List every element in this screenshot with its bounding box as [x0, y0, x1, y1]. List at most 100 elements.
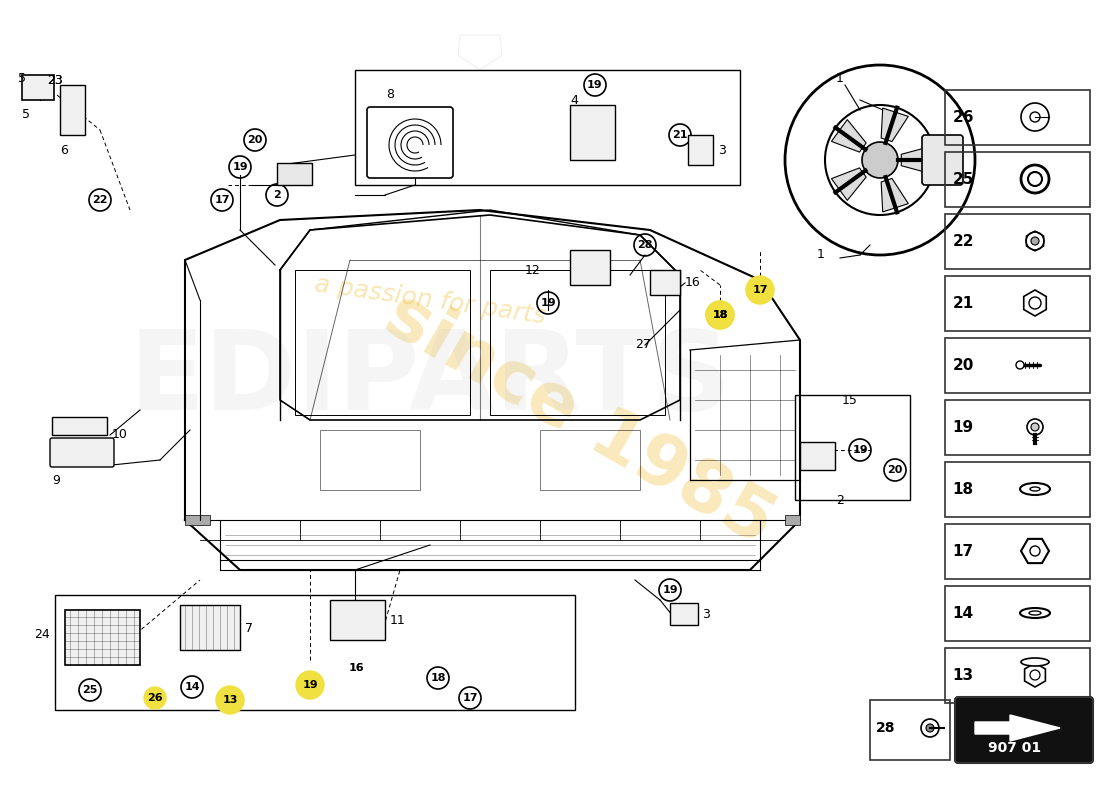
Bar — [55, 595, 575, 710]
Circle shape — [921, 719, 939, 737]
Circle shape — [706, 301, 734, 329]
Bar — [180, 605, 240, 650]
Bar — [870, 700, 950, 760]
Text: 9: 9 — [52, 474, 59, 486]
Circle shape — [926, 724, 934, 732]
Text: 18: 18 — [713, 310, 728, 320]
Text: 14: 14 — [953, 606, 974, 621]
Bar — [945, 338, 1090, 393]
Text: 8: 8 — [386, 89, 394, 102]
Polygon shape — [832, 168, 866, 201]
Text: 1: 1 — [817, 249, 825, 262]
Text: 17: 17 — [752, 285, 768, 295]
Bar — [65, 610, 140, 665]
Text: EDIPARTS: EDIPARTS — [129, 326, 732, 434]
Text: since 1985: since 1985 — [373, 281, 786, 559]
Text: 20: 20 — [248, 135, 263, 145]
Polygon shape — [1024, 663, 1045, 687]
Bar — [670, 603, 698, 625]
Polygon shape — [881, 108, 909, 142]
Text: 17: 17 — [953, 543, 974, 558]
Bar — [945, 462, 1090, 517]
Bar — [570, 105, 615, 160]
Text: 16: 16 — [349, 663, 365, 673]
Text: 23: 23 — [47, 74, 63, 86]
Bar — [945, 90, 1090, 145]
Circle shape — [296, 671, 324, 699]
Polygon shape — [832, 119, 866, 152]
Bar — [185, 515, 210, 525]
Ellipse shape — [1020, 608, 1050, 618]
Text: 18: 18 — [713, 310, 728, 320]
Polygon shape — [881, 178, 909, 212]
Bar — [540, 430, 640, 490]
Text: 14: 14 — [184, 682, 200, 692]
Bar — [320, 430, 420, 490]
Text: 2: 2 — [836, 494, 844, 506]
Circle shape — [1027, 419, 1043, 435]
Bar — [945, 648, 1090, 703]
Text: a passion for parts: a passion for parts — [312, 272, 547, 328]
Text: 13: 13 — [222, 695, 238, 705]
Bar — [295, 270, 470, 415]
Text: 19: 19 — [953, 419, 974, 434]
Text: 18: 18 — [953, 482, 974, 497]
Circle shape — [1031, 237, 1040, 245]
Polygon shape — [901, 146, 931, 174]
Text: 28: 28 — [876, 721, 895, 735]
Text: 19: 19 — [302, 680, 318, 690]
Text: 19: 19 — [587, 80, 603, 90]
Text: 19: 19 — [662, 585, 678, 595]
Text: 5: 5 — [22, 109, 30, 122]
FancyBboxPatch shape — [922, 135, 962, 185]
Text: 18: 18 — [430, 673, 446, 683]
Text: 6: 6 — [60, 143, 68, 157]
Text: 10: 10 — [112, 429, 128, 442]
Polygon shape — [1021, 539, 1049, 563]
Circle shape — [144, 687, 166, 709]
Circle shape — [706, 301, 734, 329]
Text: 19: 19 — [232, 162, 248, 172]
Text: 26: 26 — [147, 693, 163, 703]
Text: 22: 22 — [953, 234, 974, 249]
Circle shape — [1031, 423, 1040, 431]
Text: 3: 3 — [702, 607, 710, 621]
Text: 21: 21 — [672, 130, 688, 140]
Text: 19: 19 — [852, 445, 868, 455]
Bar — [688, 135, 713, 165]
Text: 26: 26 — [953, 110, 974, 125]
Bar — [650, 270, 680, 295]
Bar — [945, 586, 1090, 641]
Bar — [22, 75, 54, 100]
Text: 24: 24 — [34, 629, 50, 642]
Circle shape — [746, 276, 774, 304]
Bar — [330, 600, 385, 640]
Text: 5: 5 — [18, 71, 26, 85]
Bar — [570, 250, 611, 285]
Bar — [355, 70, 740, 185]
Text: 17: 17 — [214, 195, 230, 205]
Text: 25: 25 — [82, 685, 98, 695]
Bar — [277, 163, 312, 185]
Circle shape — [1026, 232, 1044, 250]
Text: 20: 20 — [888, 465, 903, 475]
Text: 27: 27 — [635, 338, 651, 351]
Bar — [60, 85, 85, 135]
Text: 16: 16 — [350, 663, 364, 673]
Text: 7: 7 — [245, 622, 253, 634]
Text: 16: 16 — [685, 277, 701, 290]
Text: 11: 11 — [390, 614, 406, 626]
Bar — [785, 515, 800, 525]
Text: 4: 4 — [570, 94, 578, 106]
Text: 23: 23 — [47, 74, 63, 86]
Ellipse shape — [1020, 483, 1050, 495]
Polygon shape — [975, 715, 1060, 741]
FancyBboxPatch shape — [367, 107, 453, 178]
Text: 13: 13 — [953, 667, 974, 682]
Bar — [945, 152, 1090, 207]
Bar — [945, 524, 1090, 579]
Text: 15: 15 — [843, 394, 858, 406]
Text: 3: 3 — [718, 143, 726, 157]
Ellipse shape — [1028, 611, 1041, 615]
Bar — [800, 442, 835, 470]
